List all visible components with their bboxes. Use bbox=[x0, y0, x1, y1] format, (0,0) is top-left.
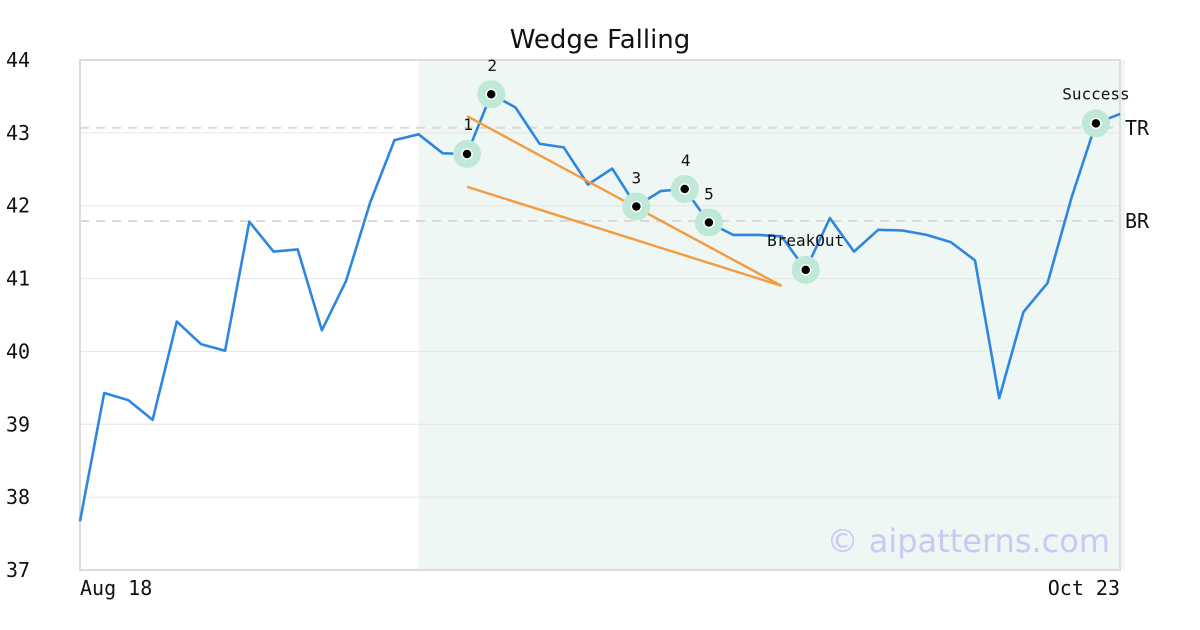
pattern-point-3 bbox=[630, 200, 643, 213]
pattern-point-label-5: 5 bbox=[704, 184, 714, 203]
x-tick-label: Oct 23 bbox=[1048, 576, 1120, 600]
gridlines bbox=[80, 132, 1120, 498]
pattern-point-4 bbox=[678, 183, 691, 195]
plot-border bbox=[79, 59, 1121, 571]
pattern-point-breakout bbox=[799, 264, 812, 276]
pattern-point-label-success: Success bbox=[1062, 84, 1129, 103]
highlight-region bbox=[418, 60, 1125, 570]
y-tick-label: 41 bbox=[6, 267, 30, 291]
chart-title: Wedge Falling bbox=[510, 25, 691, 55]
highlight-region-layer bbox=[418, 60, 1125, 570]
x-tick-label: Aug 18 bbox=[80, 576, 152, 600]
pattern-point-label-3: 3 bbox=[632, 168, 642, 187]
plot-frame bbox=[79, 59, 1121, 571]
pattern-point-label-4: 4 bbox=[681, 151, 691, 170]
x-axis-ticks: Aug 18 Oct 23 bbox=[80, 576, 1120, 600]
series-layer bbox=[78, 92, 1121, 522]
pattern-point-label-1: 1 bbox=[463, 115, 473, 134]
reference-lines: TR BR bbox=[80, 116, 1150, 233]
y-tick-label: 44 bbox=[6, 48, 30, 72]
y-tick-label: 43 bbox=[6, 121, 30, 145]
reference-label-tr: TR bbox=[1125, 116, 1150, 140]
y-tick-label: 42 bbox=[6, 194, 30, 218]
price-line bbox=[78, 92, 1121, 522]
watermark-text: © aipatterns.com bbox=[827, 522, 1110, 560]
y-tick-label: 40 bbox=[6, 339, 30, 363]
pattern-point-success bbox=[1090, 117, 1102, 130]
y-tick-label: 37 bbox=[6, 558, 30, 582]
y-axis-ticks: 37 38 39 40 41 42 43 44 bbox=[6, 48, 30, 582]
y-tick-label: 38 bbox=[6, 485, 30, 509]
trend-line bbox=[466, 185, 782, 288]
pattern-points: 1 2 3 45 BreakOut Success bbox=[453, 56, 1130, 284]
pattern-point-2 bbox=[485, 88, 497, 100]
pattern-point-label-2: 2 bbox=[487, 56, 497, 75]
pattern-point-5 bbox=[703, 216, 715, 229]
pattern-point-1 bbox=[461, 148, 473, 160]
y-tick-label: 39 bbox=[6, 412, 30, 436]
pattern-point-label-breakout: BreakOut bbox=[767, 231, 844, 250]
reference-label-br: BR bbox=[1125, 209, 1150, 233]
